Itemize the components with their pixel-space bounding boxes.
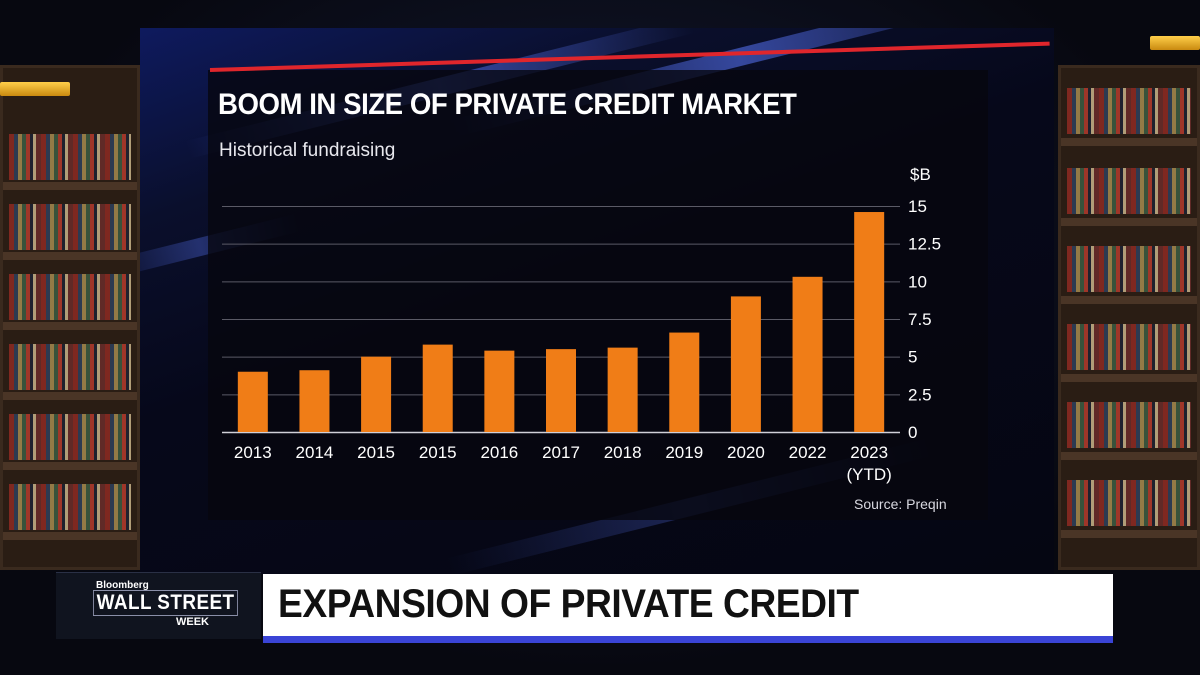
bar — [546, 349, 576, 432]
y-tick-label: 0 — [908, 423, 917, 442]
logo-show-sub: WEEK — [176, 616, 209, 628]
y-tick-label: 7.5 — [908, 310, 932, 329]
x-tick-label: 2022 — [789, 443, 827, 462]
x-tick-label: (YTD) — [847, 465, 892, 484]
x-tick-label: 2020 — [727, 443, 765, 462]
lower-third-banner — [263, 574, 1113, 636]
bar — [361, 356, 392, 432]
logo-brand: Bloomberg — [96, 580, 149, 591]
x-tick-label: 2017 — [542, 443, 580, 462]
y-tick-label: 15 — [908, 197, 927, 216]
bar — [422, 344, 453, 432]
lower-third-rule — [263, 636, 1113, 643]
y-axis-unit: $B — [910, 165, 931, 184]
bar — [730, 296, 761, 432]
chart-title: BOOM IN SIZE OF PRIVATE CREDIT MARKET — [218, 88, 797, 121]
bar — [792, 276, 823, 432]
bar — [854, 212, 885, 432]
bar — [607, 347, 638, 432]
x-tick-label: 2019 — [665, 443, 703, 462]
x-tick-label: 2023 — [850, 443, 888, 462]
x-tick-label: 2018 — [604, 443, 642, 462]
left-lamp — [0, 82, 70, 96]
logo-show-name: WALL STREET — [93, 590, 239, 616]
x-tick-label: 2014 — [296, 443, 334, 462]
headline: EXPANSION OF PRIVATE CREDIT — [278, 582, 859, 626]
right-bookshelf — [1058, 65, 1200, 570]
y-tick-label: 2.5 — [908, 385, 932, 404]
bar — [299, 370, 330, 432]
show-logo — [56, 572, 261, 639]
y-tick-label: 5 — [908, 348, 917, 367]
x-tick-label: 2013 — [234, 443, 272, 462]
x-tick-label: 2016 — [480, 443, 518, 462]
bar — [237, 371, 268, 432]
chart-subtitle: Historical fundraising — [219, 140, 396, 161]
y-tick-label: 10 — [908, 272, 927, 291]
chart-source: Source: Preqin — [854, 496, 947, 512]
left-bookshelf — [0, 65, 140, 570]
bar — [484, 350, 515, 432]
x-tick-label: 2015 — [419, 443, 457, 462]
right-lamp — [1150, 36, 1200, 50]
x-tick-label: 2015 — [357, 443, 395, 462]
y-tick-label: 12.5 — [908, 235, 941, 254]
bar — [669, 332, 700, 432]
